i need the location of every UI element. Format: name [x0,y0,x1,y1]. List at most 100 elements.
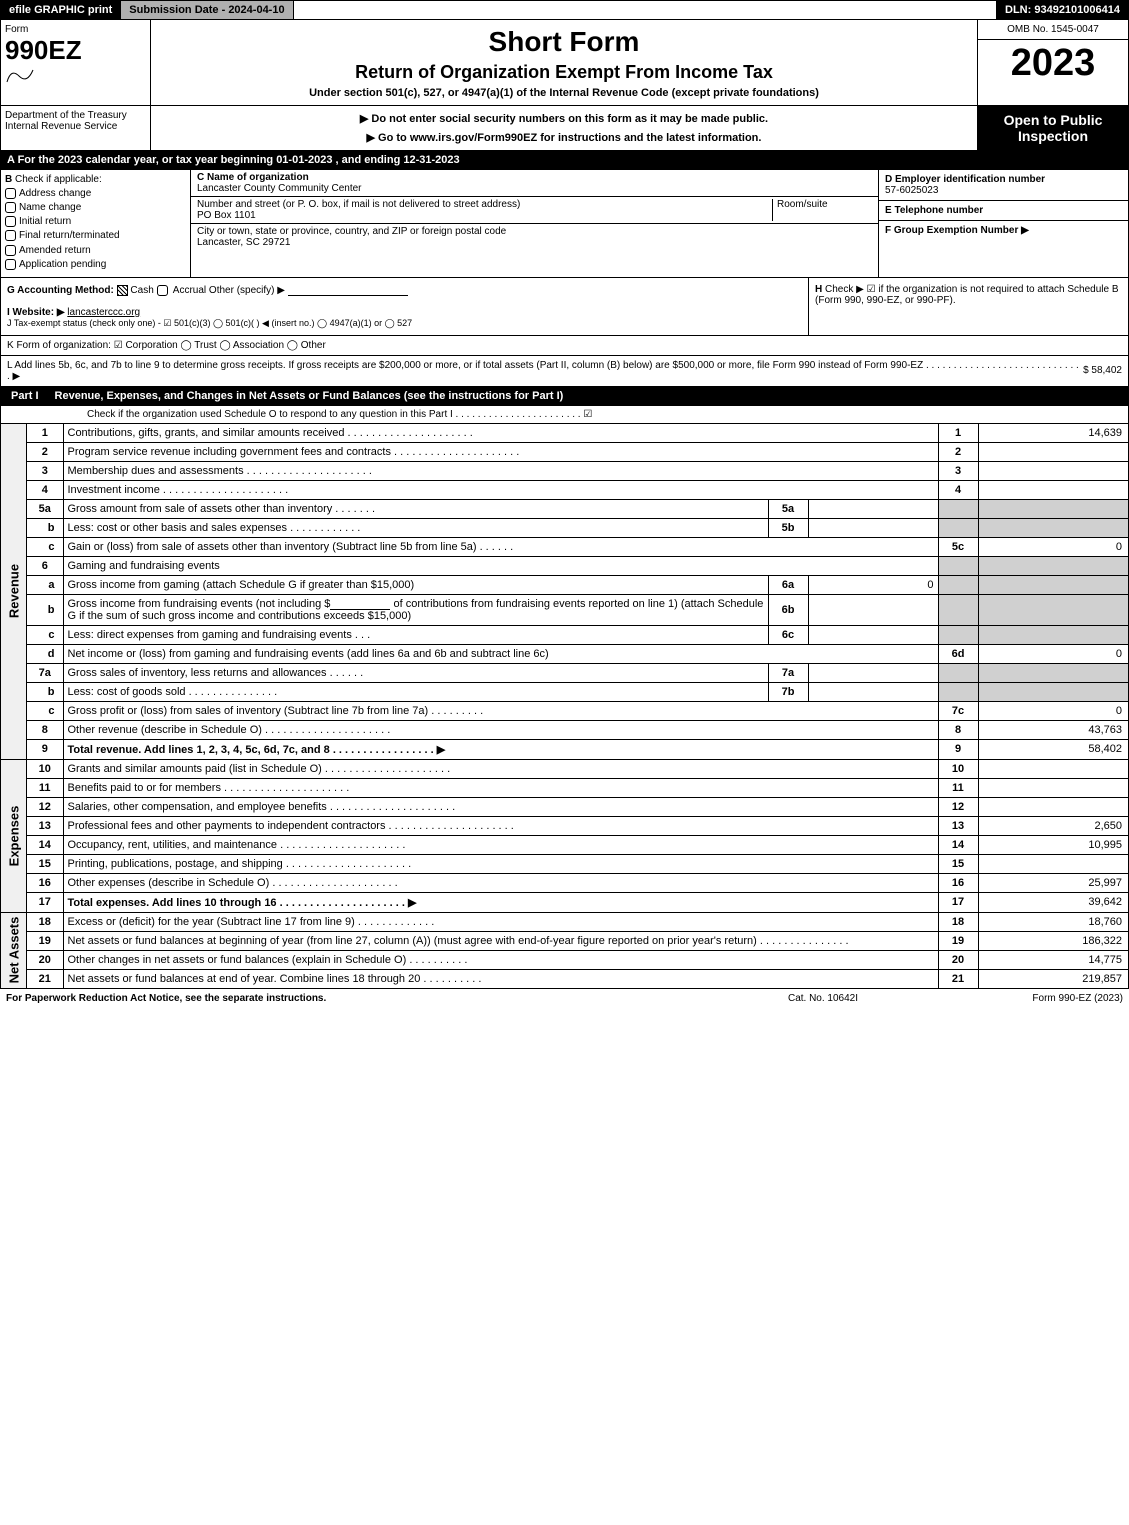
expenses-side-label: Expenses [1,760,27,912]
line-8: 8Other revenue (describe in Schedule O)8… [27,720,1128,739]
footer-notice: For Paperwork Reduction Act Notice, see … [6,993,723,1004]
section-h: H Check ▶ ☑ if the organization is not r… [808,278,1128,335]
room-suite: Room/suite [772,199,872,221]
footer-formid: Form 990-EZ (2023) [923,993,1123,1004]
dln: DLN: 93492101006414 [997,1,1128,19]
footer-catno: Cat. No. 10642I [723,993,923,1004]
line-6c: cLess: direct expenses from gaming and f… [27,625,1128,644]
form-number: 990EZ [5,35,146,66]
g-accrual: Accrual [173,285,206,296]
form-label: Form [5,24,146,35]
treasury-seal-icon [5,66,35,84]
line-11: 11Benefits paid to or for members11 [27,778,1128,797]
line-16: 16Other expenses (describe in Schedule O… [27,873,1128,892]
warning-link[interactable]: ▶ Go to www.irs.gov/Form990EZ for instru… [157,131,971,144]
line-7a: 7aGross sales of inventory, less returns… [27,663,1128,682]
section-a-tax-year: A For the 2023 calendar year, or tax yea… [0,151,1129,170]
line-4: 4Investment income4 [27,480,1128,499]
line-19: 19Net assets or fund balances at beginni… [27,931,1128,950]
efile-print[interactable]: efile GRAPHIC print [1,1,121,19]
line-5b: bLess: cost or other basis and sales exp… [27,518,1128,537]
section-g-h: G Accounting Method: Cash Accrual Other … [0,278,1129,336]
line-9: 9Total revenue. Add lines 1, 2, 3, 4, 5c… [27,739,1128,759]
section-b: B Check if applicable: Address change Na… [1,170,191,277]
revenue-side-label: Revenue [1,424,27,759]
line-7b: bLess: cost of goods sold . . . . . . . … [27,682,1128,701]
website-link[interactable]: lancasterccc.org [67,307,140,318]
dept-block: Department of the Treasury Internal Reve… [1,106,151,150]
net-assets-table: 18Excess or (deficit) for the year (Subt… [27,913,1128,988]
line-13: 13Professional fees and other payments t… [27,816,1128,835]
section-l: L Add lines 5b, 6c, and 7b to line 9 to … [0,356,1129,387]
g-cash-check[interactable] [117,285,128,296]
line-12: 12Salaries, other compensation, and empl… [27,797,1128,816]
part-i-label: Part I [1,387,49,405]
line-1: 1Contributions, gifts, grants, and simil… [27,424,1128,443]
open-public-block: Open to Public Inspection [978,106,1128,150]
line-15: 15Printing, publications, postage, and s… [27,854,1128,873]
org-city: Lancaster, SC 29721 [197,237,290,248]
line-5a: 5aGross amount from sale of assets other… [27,499,1128,518]
b-amended-return[interactable]: Amended return [5,245,186,256]
section-d-e-f: D Employer identification number 57-6025… [878,170,1128,277]
g-other-input[interactable] [288,284,408,296]
line-5c: cGain or (loss) from sale of assets othe… [27,537,1128,556]
g-accrual-check[interactable] [157,285,168,296]
line-17: 17Total expenses. Add lines 10 through 1… [27,892,1128,912]
line-7c: cGross profit or (loss) from sales of in… [27,701,1128,720]
e-label: E Telephone number [885,205,983,216]
dept-irs: Internal Revenue Service [5,121,146,132]
g-other: Other (specify) ▶ [209,285,285,296]
submission-date: Submission Date - 2024-04-10 [121,1,293,19]
part-i-checkline: Check if the organization used Schedule … [0,406,1129,424]
line-21: 21Net assets or fund balances at end of … [27,969,1128,988]
part-i-title: Revenue, Expenses, and Changes in Net As… [49,387,1128,405]
line-20: 20Other changes in net assets or fund ba… [27,950,1128,969]
c-addr-label: Number and street (or P. O. box, if mail… [197,199,520,210]
line-18: 18Excess or (deficit) for the year (Subt… [27,913,1128,932]
b-initial-return[interactable]: Initial return [5,216,186,227]
g-cash: Cash [130,285,153,296]
section-k: K Form of organization: ☑ Corporation ◯ … [0,336,1129,356]
line-14: 14Occupancy, rent, utilities, and mainte… [27,835,1128,854]
warnings: ▶ Do not enter social security numbers o… [151,106,978,150]
c-city-label: City or town, state or province, country… [197,226,506,237]
d-label: D Employer identification number [885,174,1045,185]
b-application-pending[interactable]: Application pending [5,259,186,270]
line-3: 3Membership dues and assessments3 [27,461,1128,480]
line-6a: aGross income from gaming (attach Schedu… [27,575,1128,594]
b-final-return[interactable]: Final return/terminated [5,230,186,241]
topbar-spacer [294,1,997,19]
section-c: C Name of organization Lancaster County … [191,170,878,277]
org-address: PO Box 1101 [197,210,256,221]
ein: 57-6025023 [885,185,938,196]
title-return: Return of Organization Exempt From Incom… [157,62,971,83]
year-block: OMB No. 1545-0047 2023 [978,20,1128,105]
line-10: 10Grants and similar amounts paid (list … [27,760,1128,779]
revenue-section: Revenue 1Contributions, gifts, grants, a… [0,424,1129,760]
net-assets-section: Net Assets 18Excess or (deficit) for the… [0,913,1129,989]
l-text: L Add lines 5b, 6c, and 7b to line 9 to … [7,360,1083,382]
form-header: Form 990EZ Short Form Return of Organiza… [0,20,1129,106]
top-bar: efile GRAPHIC print Submission Date - 20… [0,0,1129,20]
j-tax-exempt: J Tax-exempt status (check only one) - ☑… [7,318,412,328]
org-name: Lancaster County Community Center [197,183,362,194]
line-2: 2Program service revenue including gover… [27,442,1128,461]
line-6: 6Gaming and fundraising events [27,556,1128,575]
page-footer: For Paperwork Reduction Act Notice, see … [0,989,1129,1008]
c-name-label: C Name of organization [197,172,309,183]
b-name-change[interactable]: Name change [5,202,186,213]
open-to-public: Open to Public Inspection [978,106,1128,150]
l-value: $ 58,402 [1083,365,1122,376]
g-label: G Accounting Method: [7,285,114,296]
f-label: F Group Exemption Number ▶ [885,225,1029,236]
revenue-table: 1Contributions, gifts, grants, and simil… [27,424,1128,759]
i-label: I Website: ▶ [7,307,65,318]
omb-number: OMB No. 1545-0047 [978,20,1128,40]
tax-year: 2023 [978,40,1128,87]
title-short-form: Short Form [157,26,971,58]
b-address-change[interactable]: Address change [5,188,186,199]
org-info-block: B Check if applicable: Address change Na… [0,170,1129,278]
form-id-block: Form 990EZ [1,20,151,105]
expenses-section: Expenses 10Grants and similar amounts pa… [0,760,1129,913]
